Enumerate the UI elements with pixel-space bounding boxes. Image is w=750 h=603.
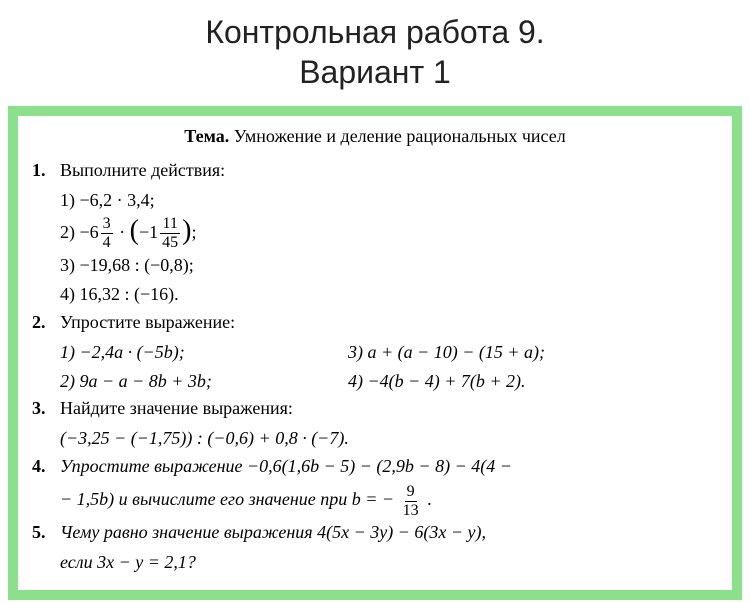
problem-1-prompt: Выполните действия: [60, 157, 718, 184]
p1-frac1: 34 [101, 216, 113, 251]
p2-r1l: 1) −2,4a · (−5b); [60, 338, 328, 367]
p1-sub3: 3) −19,68 : (−0,8); [60, 251, 718, 280]
p4-line2a: − 1,5b) и вычислите его значение при b =… [60, 489, 399, 509]
problem-3-line2: (−3,25 − (−1,75)) : (−0,6) + 0,8 · (−7). [60, 424, 718, 453]
problem-1-number: 1. [32, 157, 60, 184]
p2-row1: 1) −2,4a · (−5b); 3) a + (a − 10) − (15 … [60, 338, 718, 367]
p1-sub4: 4) 16,32 : (−16). [60, 280, 718, 309]
p2-r2r: 4) −4(b − 4) + 7(b + 2). [348, 367, 718, 396]
lparen-icon: ( [130, 220, 139, 242]
topic-label: Тема. [184, 126, 229, 146]
problem-5-line1: Чему равно значение выражения 4(5x − 3y)… [60, 519, 718, 546]
problem-1: 1. Выполните действия: [32, 157, 718, 184]
problem-4-number: 4. [32, 453, 60, 480]
p2-r2l: 2) 9a − a − 8b + 3b; [60, 367, 328, 396]
page-header: Контрольная работа 9. Вариант 1 [0, 0, 750, 106]
p1-s2d: ; [191, 222, 196, 242]
problem-2-number: 2. [32, 309, 60, 336]
p1-sub2: 2) −634 · (−11145); [60, 215, 718, 251]
problem-5-number: 5. [32, 519, 60, 546]
p2-r1r: 3) a + (a − 10) − (15 + a); [348, 338, 718, 367]
p1-s2c: −1 [139, 222, 158, 242]
problem-4-line1: Упростите выражение −0,6(1,6b − 5) − (2,… [60, 453, 718, 480]
problem-4: 4. Упростите выражение −0,6(1,6b − 5) − … [32, 453, 718, 480]
p2-row2: 2) 9a − a − 8b + 3b; 4) −4(b − 4) + 7(b … [60, 367, 718, 396]
problem-5: 5. Чему равно значение выражения 4(5x − … [32, 519, 718, 546]
worksheet-box: Тема. Умножение и деление рациональных ч… [8, 106, 742, 600]
header-line-2: Вариант 1 [0, 52, 750, 92]
p4-line2b: . [423, 489, 432, 509]
topic-line: Тема. Умножение и деление рациональных ч… [32, 126, 718, 147]
problem-3-line1: Найдите значение выражения: [60, 395, 718, 422]
problem-4-line2: − 1,5b) и вычислите его значение при b =… [60, 482, 718, 518]
p1-s2b: · [115, 222, 130, 242]
problem-2: 2. Упростите выражение: [32, 309, 718, 336]
p1-sub1: 1) −6,2 · 3,4; [60, 186, 718, 215]
problem-2-prompt: Упростите выражение: [60, 309, 718, 336]
header-line-1: Контрольная работа 9. [0, 12, 750, 52]
problem-3-number: 3. [32, 395, 60, 422]
p4-frac: 913 [401, 484, 421, 519]
problem-5-line2: если 3x − y = 2,1? [60, 548, 718, 577]
p1-s2a: 2) −6 [60, 222, 99, 242]
rparen-icon: ) [182, 220, 191, 242]
problem-3: 3. Найдите значение выражения: [32, 395, 718, 422]
topic-text: Умножение и деление рациональных чисел [234, 126, 566, 146]
p1-frac2: 1145 [160, 216, 180, 251]
